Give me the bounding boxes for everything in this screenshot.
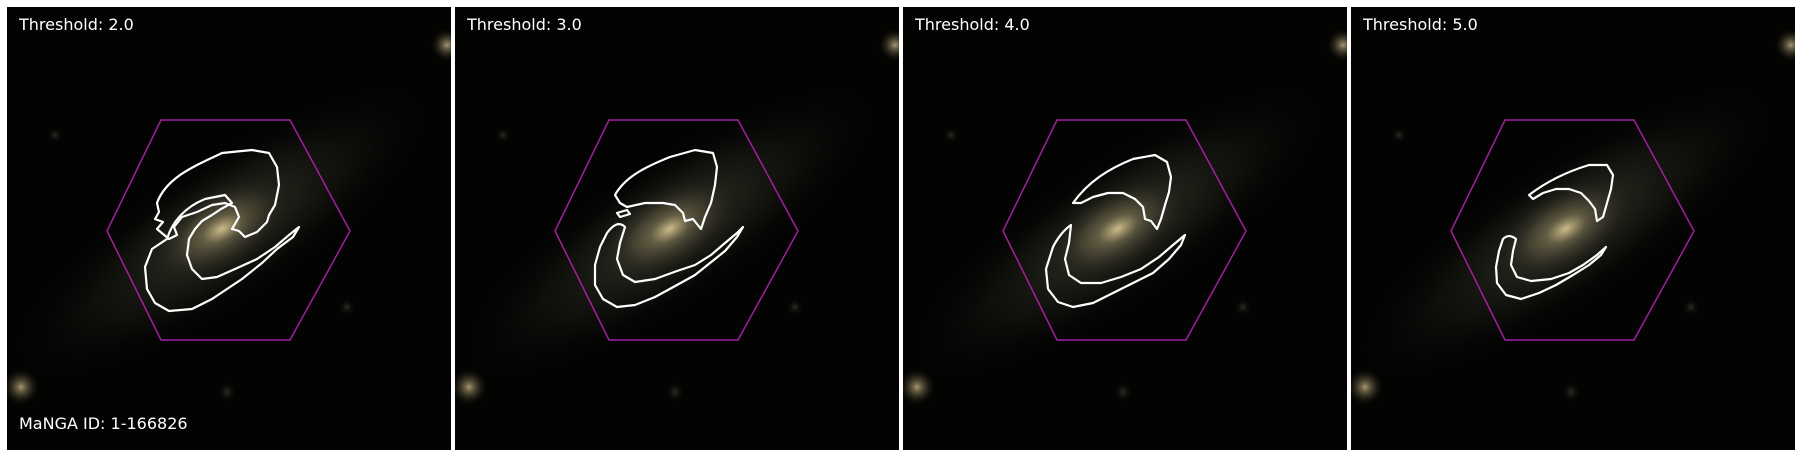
manga-id-label: MaNGA ID: 1-166826	[19, 414, 188, 433]
image-panel-threshold-4: Threshold: 4.0	[903, 7, 1347, 450]
hexagon-ifu-footprint-icon	[7, 7, 451, 450]
image-panel-threshold-2: Threshold: 2.0 MaNGA ID: 1-166826	[7, 7, 451, 450]
hexagon-ifu-footprint-icon	[1351, 7, 1795, 450]
galaxy-image	[903, 7, 1347, 450]
hexagon-ifu-footprint-icon	[903, 7, 1347, 450]
galaxy-image	[1351, 7, 1795, 450]
threshold-label: Threshold: 3.0	[467, 15, 582, 34]
threshold-label: Threshold: 2.0	[19, 15, 134, 34]
contour-outline-icon	[143, 148, 301, 313]
threshold-label: Threshold: 5.0	[1363, 15, 1478, 34]
image-panel-threshold-3: Threshold: 3.0	[455, 7, 899, 450]
image-panel-threshold-5: Threshold: 5.0	[1351, 7, 1795, 450]
contour-outline-icon	[1044, 153, 1187, 309]
hexagon-ifu-footprint-icon	[455, 7, 899, 450]
contour-outline-icon	[593, 148, 745, 309]
galaxy-image	[7, 7, 451, 450]
contour-outline-icon	[1494, 163, 1615, 301]
threshold-label: Threshold: 4.0	[915, 15, 1030, 34]
galaxy-image	[455, 7, 899, 450]
